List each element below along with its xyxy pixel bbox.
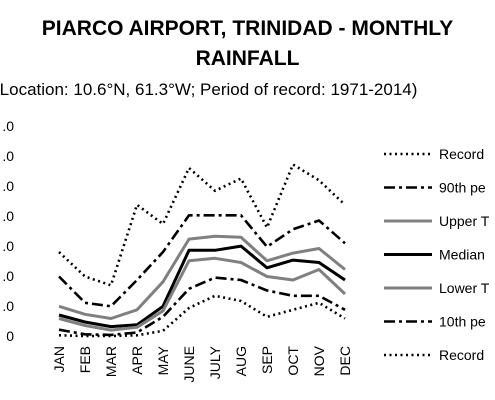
x-tick-label: DEC [337,346,353,376]
legend-label: Upper T [439,213,490,229]
y-tick-label: 0 [6,328,14,344]
x-tick-label: APR [129,346,145,375]
series-lines [58,163,347,338]
x-tick-label: JULY [207,345,223,379]
series-line-5 [58,276,346,337]
x-tick-label: JAN [51,346,67,372]
series-line-3 [58,244,346,329]
legend-label: Median [439,247,485,263]
chart-title: PIARCO AIRPORT, TRINIDAD - MONTHLY RAINF… [41,17,454,70]
legend-label: Record [439,146,484,162]
series-line-2 [58,234,346,320]
x-tick-label: JUNE [181,346,197,383]
x-tick-label: NOV [311,345,327,376]
y-tick-label: .0 [2,148,14,164]
x-tick-label: FEB [77,346,93,373]
x-tick-label: SEP [259,346,275,374]
series-line-0 [58,163,346,287]
legend: Record 90th pe Upper T Median Lower T 10th pe… [384,146,490,363]
y-tick-label: .0 [2,208,14,224]
series-line-4 [58,256,347,332]
x-tick-label: AUG [233,346,249,376]
legend-label: Record [439,347,484,363]
y-tick-label: .0 [2,118,14,134]
x-tick-label: MAR [103,346,119,377]
legend-label: 10th pe [439,314,486,330]
x-tick-label: OCT [285,346,301,376]
legend-label: 90th pe [439,180,486,196]
series-line-1 [58,214,346,308]
y-tick-label: .0 [2,298,14,314]
y-tick-label: .0 [2,178,14,194]
chart-subtitle: (Location: 10.6°N, 61.3°W; Period of rec… [0,80,418,99]
x-axis-ticks: JAN FEB MAR APR MAY JUNE JULY AUG SEP OCT NOV DEC [51,345,353,382]
y-tick-label: .0 [2,268,14,284]
legend-label: Lower T [439,280,490,296]
x-tick-label: MAY [155,345,171,375]
y-axis-ticks: 0 .0 .0 .0 .0 .0 .0 .0 [2,118,14,344]
y-tick-label: .0 [2,238,14,254]
